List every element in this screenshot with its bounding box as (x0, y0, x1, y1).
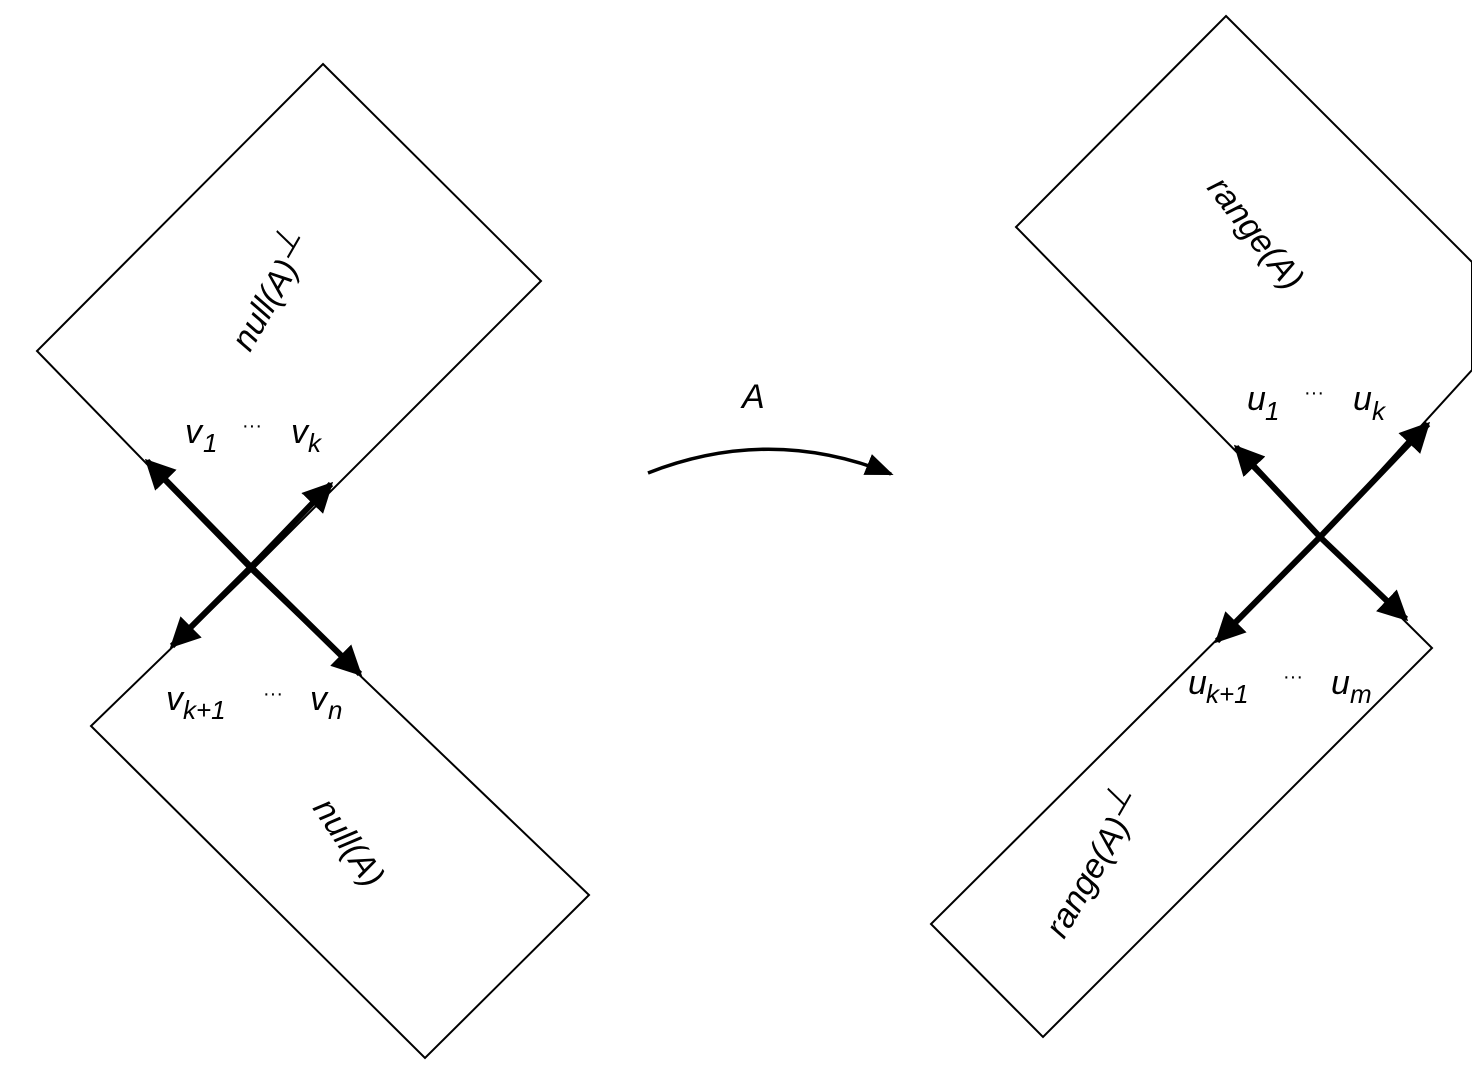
vector-vk-arrow (248, 481, 334, 570)
vn-symbol: v (310, 680, 329, 718)
map-label: A (740, 378, 765, 416)
vk-subscript: k (308, 428, 323, 458)
v1-subscript: 1 (203, 428, 217, 458)
v-lower-labels: v k+1 ··· v n (166, 680, 342, 725)
null-perp-label: null(A)⊥ (212, 220, 321, 357)
vector-um-arrow (1317, 534, 1409, 622)
null-label: null(A) (305, 791, 391, 894)
uk-subscript: k (1372, 396, 1387, 426)
v1-symbol: v (185, 413, 204, 451)
map-arrow (647, 447, 894, 476)
uk1-subscript: k+1 (1206, 679, 1249, 709)
u-upper-ellipsis: ··· (1304, 382, 1324, 404)
uk1-symbol: u (1188, 664, 1207, 702)
range-perp-label: range(A)⊥ (1026, 778, 1152, 944)
vector-uk-arrow (1317, 421, 1431, 540)
v-lower-ellipsis: ··· (263, 683, 283, 705)
vector-u1-arrow (1233, 444, 1323, 540)
range-perp-box (929, 535, 1434, 1039)
vk-symbol: v (291, 413, 310, 451)
vk1-subscript: k+1 (183, 695, 226, 725)
um-subscript: m (1350, 679, 1372, 709)
vector-vn-arrow (248, 564, 363, 677)
u-upper-labels: u 1 ··· u k (1247, 380, 1387, 426)
v-upper-ellipsis: ··· (242, 415, 262, 437)
u1-subscript: 1 (1265, 396, 1279, 426)
u-lower-ellipsis: ··· (1283, 666, 1303, 688)
null-perp-box (35, 62, 543, 573)
vk1-symbol: v (166, 680, 185, 718)
null-box (89, 569, 591, 1060)
range-label: range(A) (1200, 170, 1311, 298)
u1-symbol: u (1247, 380, 1266, 418)
u-lower-labels: u k+1 ··· u m (1188, 664, 1372, 709)
vector-v1-arrow (144, 458, 254, 570)
vector-vk1-arrow (169, 564, 254, 649)
v-upper-labels: v 1 ··· v k (185, 413, 323, 458)
um-symbol: u (1331, 664, 1350, 702)
vector-uk1-arrow (1214, 534, 1323, 644)
vn-subscript: n (328, 695, 342, 725)
uk-symbol: u (1353, 380, 1372, 418)
